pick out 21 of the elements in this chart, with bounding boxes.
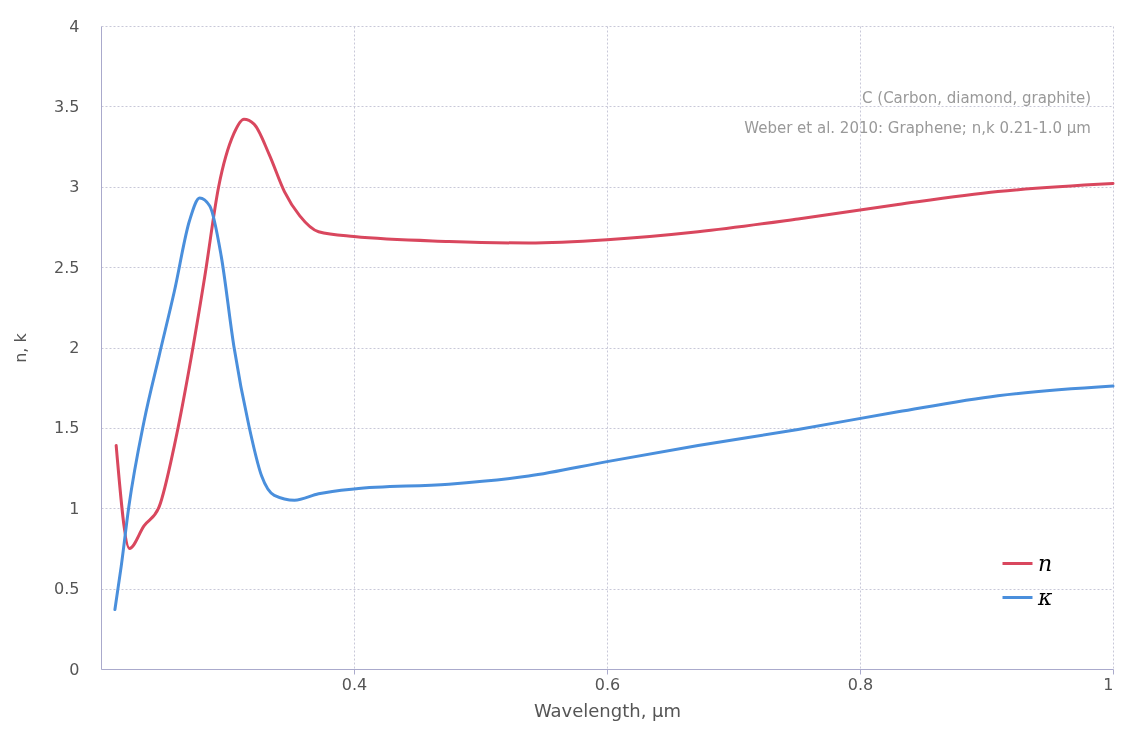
x-tick-label: 0.6 [594, 674, 621, 694]
y-axis-title: n, k [11, 332, 31, 363]
line-series [113, 196, 1115, 612]
line-series [114, 117, 1115, 550]
annotation: C (Carbon, diamond, graphite) [862, 89, 1091, 107]
y-tick-label: 2 [69, 338, 80, 357]
y-tick-label: 3.5 [54, 96, 80, 116]
x-tick-label: 1 [1103, 674, 1114, 694]
x-axis-title: Wavelength, µm [533, 699, 682, 721]
y-tick-label: 0.5 [54, 579, 80, 599]
x-tick-label: 0.4 [341, 674, 368, 694]
y-tick-label: 2.5 [54, 257, 80, 277]
y-tick-label: 3 [69, 177, 80, 197]
y-tick-label: 1 [69, 498, 80, 518]
y-tick-label: 4 [69, 16, 80, 36]
legend-label: κ [1037, 584, 1053, 610]
annotation: Weber et al. 2010: Graphene; n,k 0.21-1.0 µm [744, 119, 1091, 137]
x-tick-label: 0.8 [847, 674, 874, 694]
y-tick-label: 1.5 [54, 418, 80, 438]
y-tick-label: 0 [69, 659, 80, 679]
legend-label: n [1038, 550, 1053, 576]
